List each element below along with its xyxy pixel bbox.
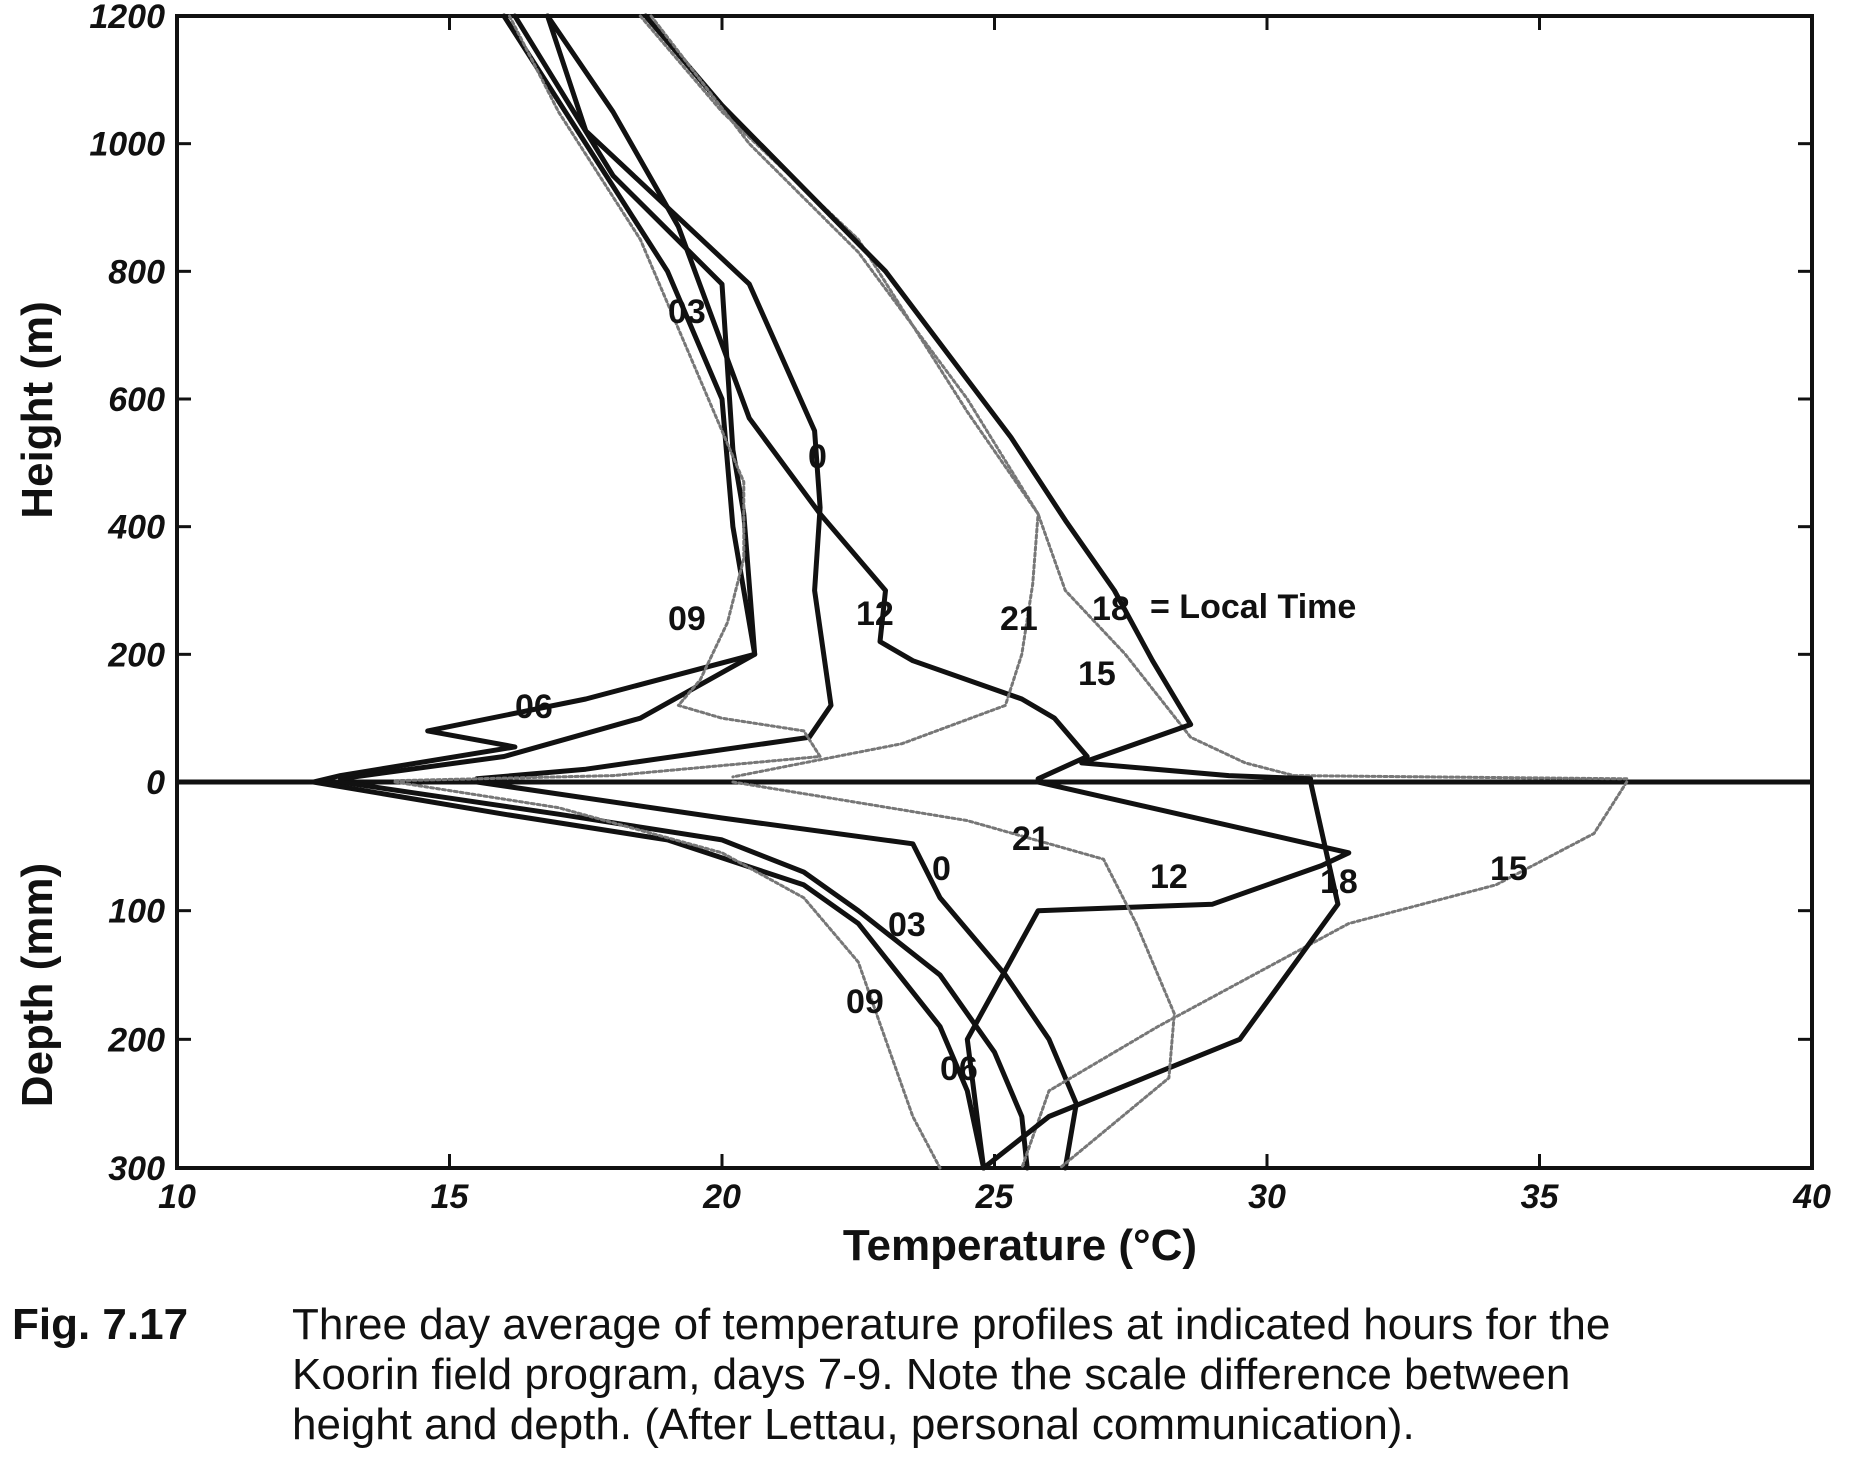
- figure-number: Fig. 7.17: [12, 1300, 189, 1349]
- height-tick-label-0: 0: [146, 764, 165, 802]
- depth-tick-label-100: 100: [108, 893, 165, 931]
- depth-tick-label-300: 300: [108, 1150, 165, 1188]
- profile-12-depth: [964, 779, 1352, 1171]
- x-tick-label-15: 15: [431, 1178, 470, 1216]
- curve-label-06-upper: 06: [515, 688, 553, 726]
- profile-curves: [310, 13, 1629, 1171]
- curve-label-03-lower: 03: [888, 906, 926, 944]
- profile-21-height: [649, 14, 1040, 779]
- profile-03-depth: [338, 779, 1030, 1171]
- profile-18-depth: [981, 779, 1341, 1171]
- depth-tick-label-200: 200: [107, 1021, 165, 1059]
- height-tick-label-1000: 1000: [89, 126, 165, 164]
- curve-label-06-lower: 06: [940, 1050, 978, 1088]
- profile-21-depth: [731, 780, 1176, 1170]
- axis-ticks: [175, 14, 1814, 1170]
- curve-label-21-upper: 21: [1000, 600, 1038, 638]
- profile-18-height: [643, 13, 1314, 782]
- profile-06-height: [310, 13, 758, 785]
- local-time-label: = Local Time: [1150, 588, 1356, 626]
- x-tick-label-40: 40: [1792, 1178, 1831, 1216]
- x-tick-label-35: 35: [1521, 1178, 1560, 1216]
- curve-label-0-lower: 0: [932, 850, 951, 888]
- x-tick-label-10: 10: [158, 1178, 196, 1216]
- curve-label-18-upper: 18: [1092, 590, 1130, 628]
- height-tick-label-200: 200: [107, 636, 165, 674]
- curve-label-15-lower: 15: [1490, 850, 1528, 888]
- profile-0-depth: [474, 779, 1079, 1171]
- x-axis-title: Temperature (°C): [843, 1221, 1197, 1270]
- plot-frame: [175, 14, 1814, 1170]
- profile-06-depth: [310, 779, 987, 1171]
- height-tick-label-800: 800: [108, 253, 165, 291]
- profile-09-height: [393, 14, 822, 783]
- profile-15-depth: [1020, 780, 1629, 1170]
- height-tick-label-1200: 1200: [89, 0, 165, 36]
- curve-label-12-lower: 12: [1150, 858, 1188, 896]
- x-tick-label-20: 20: [702, 1178, 741, 1216]
- x-tick-label-30: 30: [1248, 1178, 1286, 1216]
- profile-12-height: [545, 13, 1090, 782]
- profile-09-depth: [393, 780, 942, 1170]
- curve-label-09-upper: 09: [668, 600, 706, 638]
- curve-label-12-upper: 12: [856, 595, 894, 633]
- profile-0-height: [474, 13, 834, 782]
- x-tick-label-25: 25: [975, 1178, 1015, 1216]
- tick-labels: 10 15 20 25 30 35 4002004006008001000120010020…: [89, 0, 1831, 1216]
- profile-03-height: [338, 13, 758, 782]
- height-tick-label-400: 400: [107, 509, 165, 547]
- y-axis-title-depth: Depth (mm): [13, 863, 62, 1107]
- temperature-profile-chart: 10 15 20 25 30 35 4002004006008001000120010020…: [13, 0, 1831, 1270]
- height-tick-label-600: 600: [108, 381, 165, 419]
- profile-15-height: [638, 14, 1629, 781]
- curve-label-15-upper: 15: [1078, 655, 1116, 693]
- curve-label-09-lower: 09: [846, 983, 884, 1021]
- curve-label-03-upper: 03: [668, 293, 706, 331]
- curve-label-0-upper: 0: [808, 438, 827, 476]
- figure-caption-text: Three day average of temperature profile…: [292, 1300, 1611, 1449]
- curve-label-18-lower: 18: [1320, 863, 1358, 901]
- y-axis-title-height: Height (m): [13, 301, 62, 519]
- curve-label-21-lower: 21: [1012, 820, 1050, 858]
